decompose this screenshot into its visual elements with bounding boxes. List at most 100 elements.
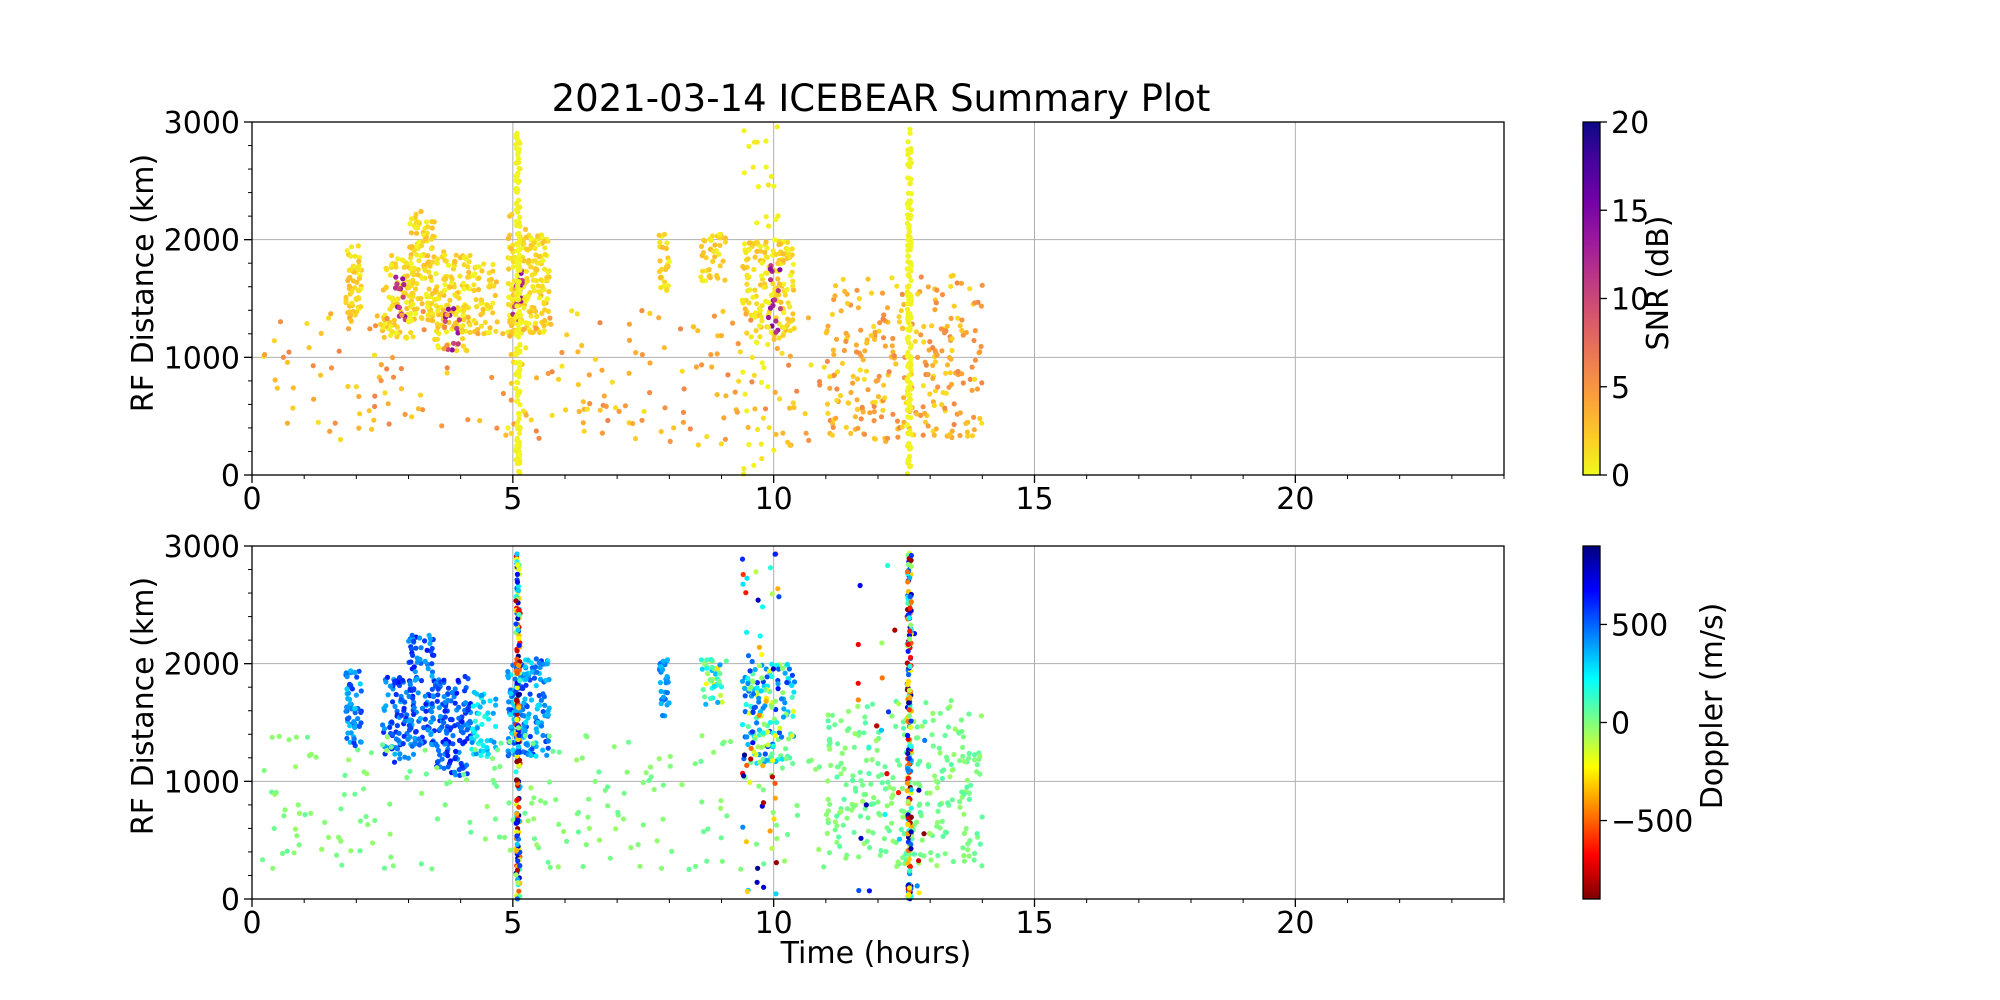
doppler-data-point <box>613 826 619 832</box>
snr-data-point <box>656 315 662 321</box>
snr-data-point <box>542 251 548 257</box>
doppler-data-point <box>445 691 451 697</box>
snr-data-point <box>931 402 937 409</box>
doppler-data-point <box>900 814 906 820</box>
doppler-data-point <box>827 740 833 746</box>
snr-data-point <box>721 415 727 421</box>
doppler-data-point <box>459 763 465 769</box>
snr-data-point <box>400 294 406 300</box>
snr-data-point <box>908 278 914 284</box>
snr-data-point <box>409 270 415 277</box>
snr-data-point <box>860 357 866 363</box>
doppler-data-point <box>749 729 756 735</box>
doppler-data-point <box>605 784 611 790</box>
doppler-data-point <box>556 749 562 755</box>
doppler-data-point <box>748 756 754 762</box>
doppler-data-point <box>423 771 429 777</box>
doppler-data-point <box>908 718 914 724</box>
snr-data-point <box>960 380 966 386</box>
snr-data-point <box>449 347 455 353</box>
doppler-data-point <box>423 708 429 714</box>
snr-x-tick-label: 20 <box>1276 482 1314 517</box>
doppler-data-point <box>748 684 754 691</box>
doppler-x-tick-label: 0 <box>242 906 261 941</box>
snr-data-point <box>744 330 750 336</box>
doppler-data-point <box>905 579 911 585</box>
doppler-data-point <box>514 749 520 756</box>
doppler-data-point <box>640 822 646 828</box>
doppler-data-point <box>770 743 777 749</box>
doppler-data-point <box>861 730 867 736</box>
doppler-data-point <box>964 777 971 783</box>
snr-data-point <box>465 314 471 320</box>
doppler-data-point <box>775 686 781 692</box>
doppler-data-point <box>409 632 415 638</box>
snr-data-point <box>461 317 467 323</box>
snr-data-point <box>356 425 362 431</box>
doppler-data-point <box>347 723 353 729</box>
snr-data-point <box>880 407 886 413</box>
snr-data-point <box>408 261 414 267</box>
doppler-data-point <box>523 741 529 747</box>
snr-data-point <box>736 378 742 384</box>
doppler-data-point <box>832 722 838 728</box>
snr-data-point <box>527 329 533 335</box>
snr-data-point <box>514 231 521 237</box>
snr-data-point <box>318 372 324 378</box>
snr-data-point <box>445 302 451 308</box>
doppler-data-point <box>908 814 914 820</box>
doppler-data-point <box>780 690 786 696</box>
doppler-data-point <box>528 697 535 703</box>
doppler-data-point <box>387 831 393 837</box>
doppler-data-point <box>786 666 793 672</box>
snr-data-point <box>749 354 755 360</box>
doppler-data-point <box>442 714 448 720</box>
snr-data-point <box>841 347 848 354</box>
doppler-data-point <box>384 747 390 754</box>
doppler-data-point <box>916 858 922 864</box>
doppler-data-point <box>529 669 535 675</box>
doppler-data-point <box>462 673 468 680</box>
snr-data-point <box>507 333 513 339</box>
snr-data-point <box>748 317 754 323</box>
snr-data-point <box>758 379 765 385</box>
doppler-data-point <box>857 769 863 775</box>
doppler-data-point <box>513 769 519 775</box>
doppler-data-point <box>862 720 869 726</box>
snr-data-point <box>873 378 879 384</box>
snr-data-point <box>452 259 458 265</box>
snr-data-point <box>527 309 533 315</box>
snr-data-point <box>722 436 729 442</box>
snr-data-point <box>656 232 662 238</box>
snr-data-point <box>410 334 416 340</box>
doppler-data-point <box>756 699 762 705</box>
snr-data-point <box>435 308 441 314</box>
snr-data-point <box>969 387 975 393</box>
snr-data-point <box>913 329 920 335</box>
snr-data-point <box>277 319 284 325</box>
snr-data-point <box>853 342 860 348</box>
snr-data-point <box>358 304 364 310</box>
doppler-data-point <box>720 741 726 747</box>
snr-data-point <box>647 310 653 316</box>
doppler-data-point <box>455 677 461 684</box>
snr-data-point <box>741 466 747 472</box>
snr-data-point <box>663 266 669 272</box>
doppler-data-point <box>646 777 652 784</box>
snr-colorbar-tick-label: 20 <box>1611 106 1649 141</box>
snr-data-point <box>353 384 359 390</box>
doppler-data-point <box>743 701 749 708</box>
snr-data-point <box>872 399 878 405</box>
snr-data-point <box>482 319 488 325</box>
snr-data-point <box>954 280 960 286</box>
doppler-data-point <box>769 591 775 597</box>
snr-data-point <box>389 295 395 301</box>
snr-data-point <box>907 396 913 402</box>
snr-data-point <box>500 390 506 397</box>
doppler-data-point <box>789 672 796 678</box>
doppler-data-point <box>430 693 436 699</box>
doppler-data-point <box>427 640 433 647</box>
snr-data-point <box>506 266 512 272</box>
snr-data-point <box>830 347 837 353</box>
doppler-data-point <box>624 769 630 775</box>
